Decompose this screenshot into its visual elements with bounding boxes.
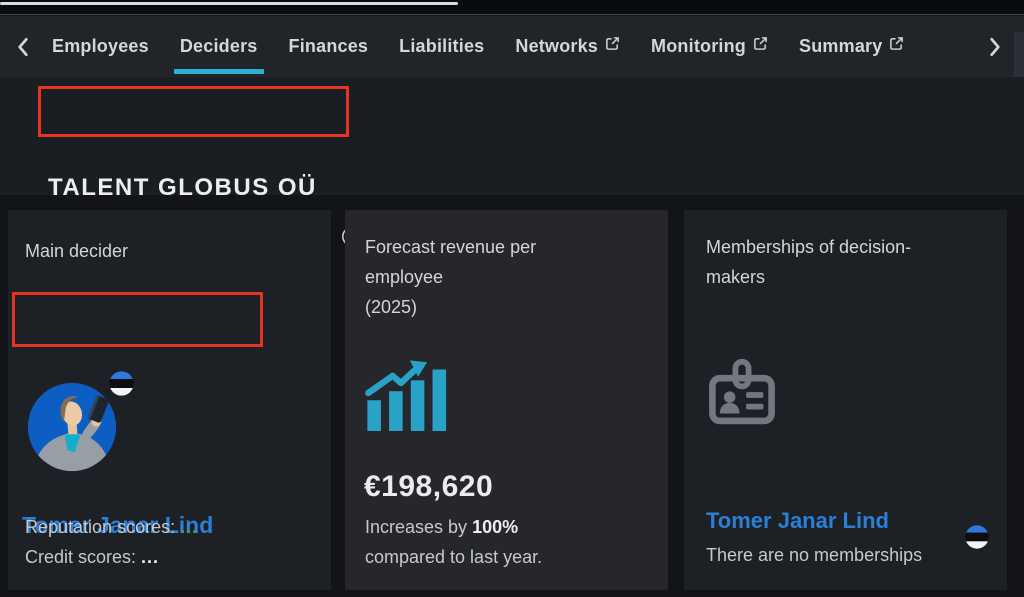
note-prefix: Increases by [365,517,473,537]
external-link-icon [605,36,620,51]
bar-chart-growth-icon [365,355,453,436]
forecast-amount: €198,620 [364,470,494,503]
page-header: TALENT GLOBUS OÜ # Decision-makers summa… [0,77,1024,248]
tabbar-scrollbar[interactable] [1014,32,1024,93]
tab-label: Liabilities [399,36,485,56]
tab-monitoring[interactable]: Monitoring [647,16,772,77]
tab-label: Summary [799,36,883,56]
tab-label: Finances [288,36,369,56]
card-title: Forecast revenue per employee [365,237,537,287]
company-name[interactable]: TALENT GLOBUS OÜ [48,174,317,201]
tab-list: Employees Deciders Finances Liabilities … [48,16,908,77]
tab-bar: Employees Deciders Finances Liabilities … [0,16,1024,93]
tab-summary[interactable]: Summary [795,16,908,77]
tab-liabilities[interactable]: Liabilities [395,16,488,77]
reputation-scores-line: Reputation scores: ... [25,517,198,538]
tab-label: Monitoring [651,36,747,56]
window-title-strip [0,0,1024,15]
tab-networks[interactable]: Networks [511,16,624,77]
card-title: Memberships of decision-makers [706,237,912,287]
chevron-left-icon [18,37,28,56]
credit-scores-line: Credit scores: ... [25,547,159,568]
forecast-revenue-card: Forecast revenue per employee (2025) €19… [345,210,668,590]
reputation-value[interactable]: ... [180,517,199,537]
external-link-icon [889,36,904,51]
id-badge-icon [705,356,779,435]
tab-finances[interactable]: Finances [285,16,373,77]
credit-label: Credit scores: [25,547,142,567]
memberships-empty-text: There are no memberships [706,545,923,565]
card-subtitle: (2025) [365,297,418,317]
chevron-right-icon [990,37,1000,57]
reputation-label: Reputation scores: [25,517,181,537]
top-progress-line [0,2,458,5]
person-illustration-icon [27,382,117,472]
tab-label: Deciders [179,36,258,56]
estonia-flag-badge [108,370,135,402]
main-decider-card: Main decider Tomer Janar Lind [8,210,331,590]
memberships-card: Memberships of decision-makers Tomer Jan… [684,210,1007,590]
tab-label: Employees [52,36,149,56]
tab-deciders[interactable]: Deciders [173,16,264,77]
forecast-note-line1: Increases by 100% [365,517,518,538]
tab-label: Networks [515,36,599,56]
tab-employees[interactable]: Employees [48,16,153,77]
avatar[interactable] [27,382,117,477]
estonia-flag-badge [964,524,990,555]
credit-value[interactable]: ... [141,547,160,567]
main-decider-name-link[interactable]: Tomer Janar Lind [22,512,214,538]
card-title: Main decider [25,241,129,261]
tabs-scroll-left-button[interactable] [10,34,36,60]
note-percentage: 100% [472,517,519,537]
active-tab-underline [173,69,264,74]
tabs-scroll-right-button[interactable] [982,34,1008,60]
forecast-note-line2: compared to last year. [365,547,543,567]
external-link-icon [753,36,768,51]
membership-person-name-link[interactable]: Tomer Janar Lind [706,508,889,533]
